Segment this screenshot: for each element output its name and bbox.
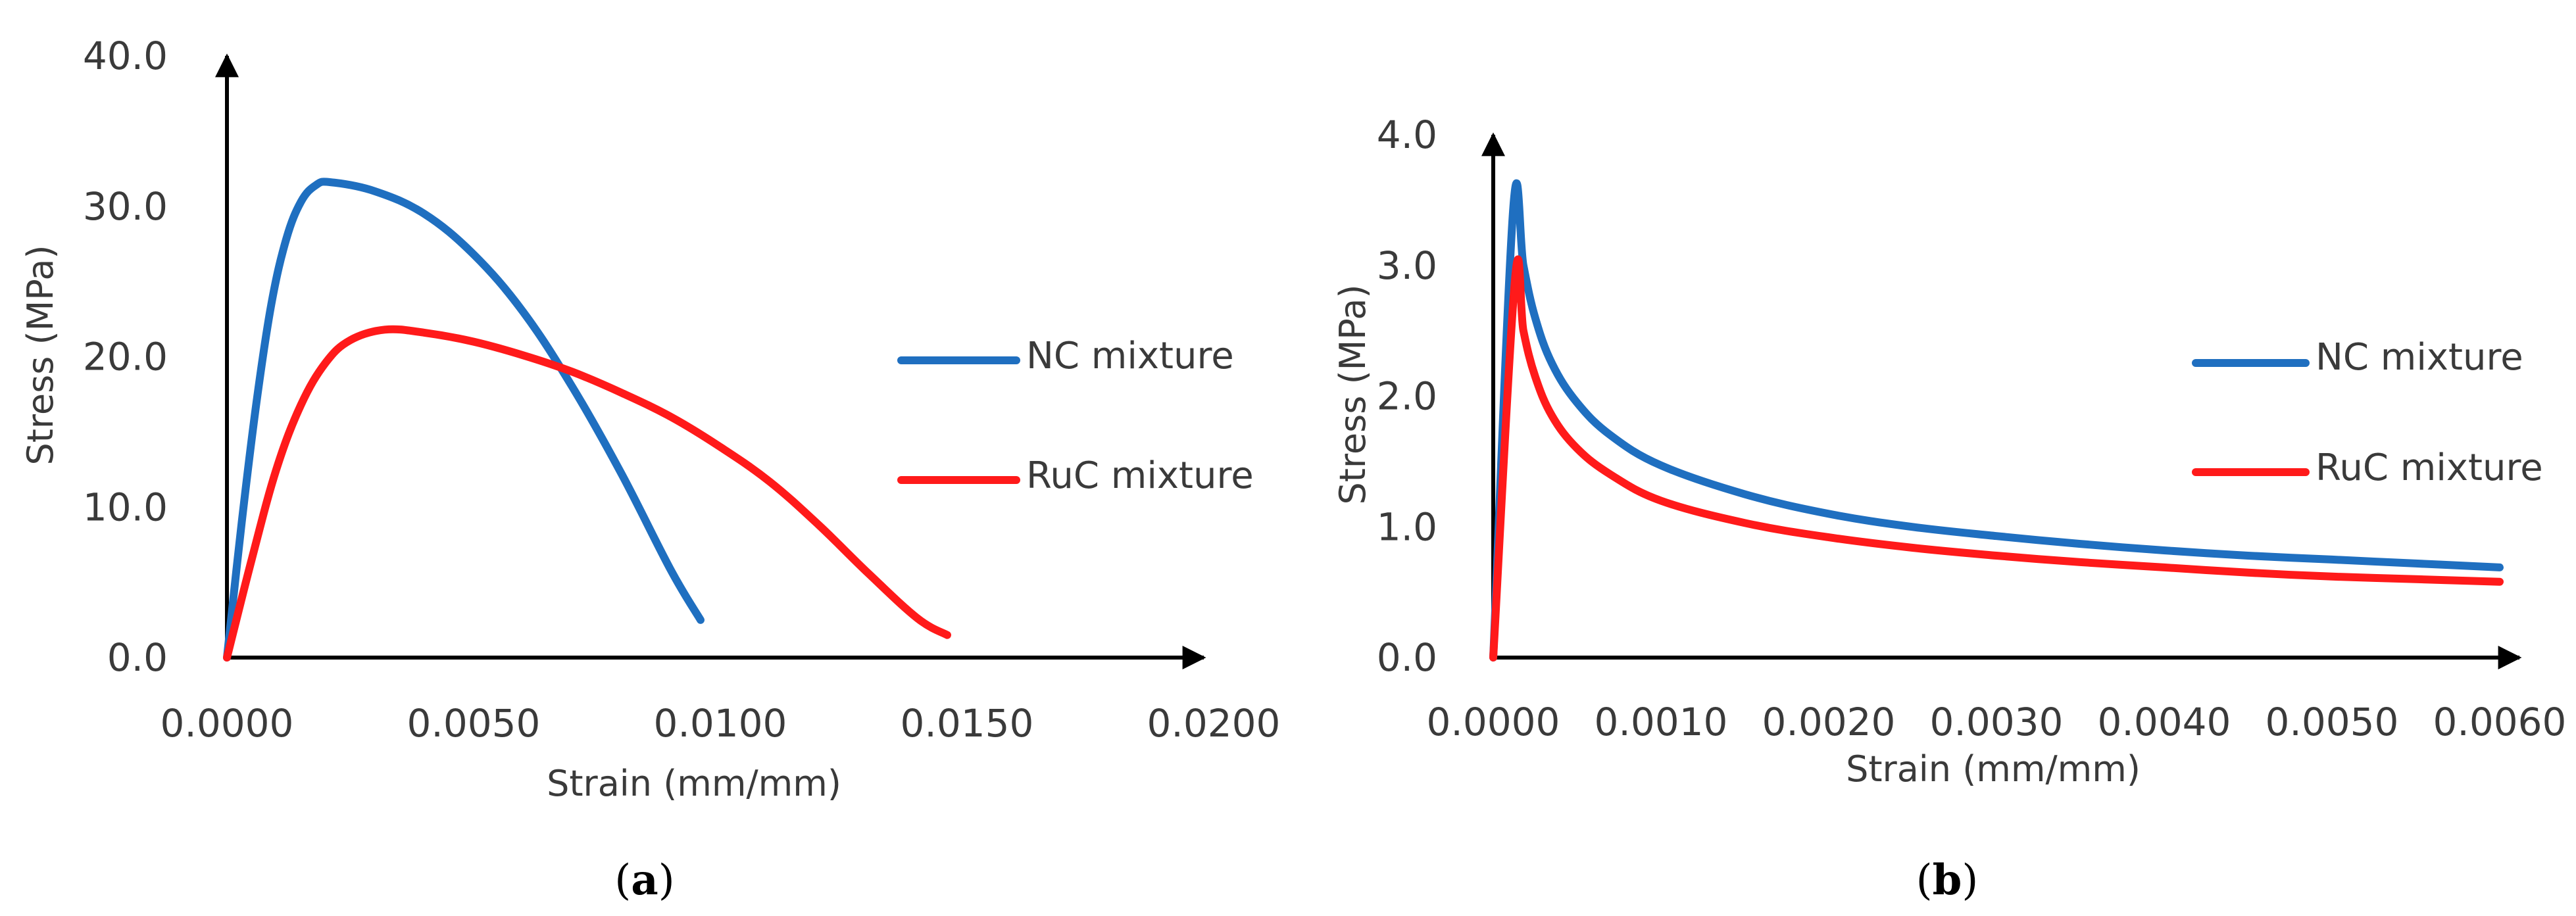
series-line-ruc-mixture <box>1489 255 2504 662</box>
panel-label-b: (b) <box>1916 856 1979 905</box>
series-line-nc-mixture <box>1489 179 2504 662</box>
series-line-ruc-mixture <box>223 325 951 662</box>
legend: NC mixture RuC mixture <box>897 335 1254 497</box>
legend-label-ruc: RuC mixture <box>1026 454 1254 497</box>
series-lines <box>223 178 951 662</box>
chart-panel-b: 0.0000 0.0010 0.0020 0.0030 0.0040 0.0050 0.00… <box>1332 112 2566 905</box>
y-tick-label: 0.0 <box>1377 635 1437 680</box>
x-tick-label: 0.0010 <box>1595 700 1728 744</box>
y-tick-labels: 0.0 10.0 20.0 30.0 40.0 <box>83 34 168 680</box>
x-axis-label: Strain (mm/mm) <box>1846 748 2141 790</box>
y-tick-label: 0.0 <box>107 635 168 680</box>
legend-label-ruc: RuC mixture <box>2316 446 2543 489</box>
y-tick-label: 20.0 <box>83 335 168 379</box>
x-tick-labels: 0.0000 0.0050 0.0100 0.0150 0.0200 <box>161 701 1281 746</box>
y-tick-label: 1.0 <box>1377 504 1437 549</box>
legend-label-nc: NC mixture <box>1026 335 1234 377</box>
y-tick-label: 10.0 <box>83 485 168 529</box>
y-axis-label: Stress (MPa) <box>1332 284 1374 504</box>
series-lines <box>1489 179 2504 662</box>
x-tick-label: 0.0050 <box>2266 700 2399 744</box>
x-axis-label: Strain (mm/mm) <box>547 763 841 804</box>
x-tick-label: 0.0150 <box>901 701 1034 746</box>
x-tick-label: 0.0030 <box>1930 700 2064 744</box>
y-tick-label: 2.0 <box>1377 374 1437 419</box>
series-line-nc-mixture <box>223 178 705 662</box>
legend: NC mixture RuC mixture <box>2192 336 2543 489</box>
legend-label-nc: NC mixture <box>2316 336 2523 379</box>
x-tick-label: 0.0100 <box>654 701 787 746</box>
x-tick-label: 0.0040 <box>2098 700 2231 744</box>
x-tick-labels: 0.0000 0.0010 0.0020 0.0030 0.0040 0.0050 0.00… <box>1427 700 2567 744</box>
y-tick-label: 3.0 <box>1377 243 1437 288</box>
x-tick-label: 0.0050 <box>407 701 541 746</box>
chart-panel-a: 0.0000 0.0050 0.0100 0.0150 0.0200 0.0 10.0 20… <box>20 34 1280 905</box>
y-axis-label: Stress (MPa) <box>20 245 61 465</box>
y-tick-label: 30.0 <box>83 184 168 229</box>
y-tick-labels: 0.0 1.0 2.0 3.0 4.0 <box>1377 112 1437 680</box>
x-tick-label: 0.0060 <box>2433 700 2567 744</box>
panel-letter-b: b <box>1933 856 1962 905</box>
y-tick-label: 4.0 <box>1377 112 1437 157</box>
panel-letter-a: a <box>631 856 658 905</box>
y-tick-label: 40.0 <box>83 34 168 78</box>
x-tick-label: 0.0200 <box>1147 701 1281 746</box>
x-tick-label: 0.0000 <box>1427 700 1560 744</box>
panel-label-a: (a) <box>614 856 674 905</box>
x-tick-label: 0.0000 <box>161 701 294 746</box>
x-tick-label: 0.0020 <box>1762 700 1896 744</box>
